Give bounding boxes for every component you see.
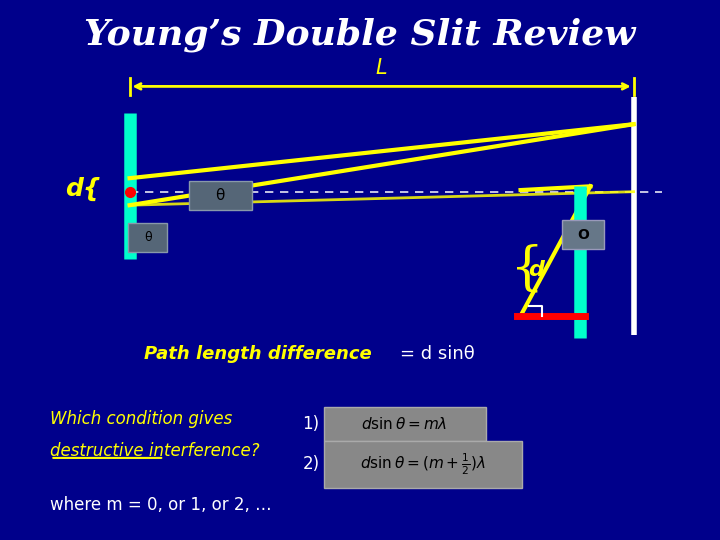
Text: O: O bbox=[577, 228, 589, 242]
FancyBboxPatch shape bbox=[189, 181, 252, 210]
Text: $d\sin\theta = (m + \frac{1}{2})\lambda$: $d\sin\theta = (m + \frac{1}{2})\lambda$ bbox=[360, 451, 485, 477]
Text: Young’s Double Slit Review: Young’s Double Slit Review bbox=[84, 18, 636, 52]
Text: }: } bbox=[498, 240, 531, 291]
FancyBboxPatch shape bbox=[128, 223, 167, 252]
Text: d: d bbox=[528, 260, 544, 280]
Text: Which condition gives: Which condition gives bbox=[50, 409, 233, 428]
Text: 1): 1) bbox=[302, 415, 320, 433]
Text: = d sinθ: = d sinθ bbox=[400, 345, 474, 363]
Text: destructive interference?: destructive interference? bbox=[50, 442, 260, 460]
Text: d{: d{ bbox=[65, 177, 100, 201]
FancyBboxPatch shape bbox=[324, 407, 486, 441]
Text: 2): 2) bbox=[302, 455, 320, 474]
Text: θ: θ bbox=[144, 231, 151, 244]
Text: L: L bbox=[376, 58, 387, 78]
Text: where m = 0, or 1, or 2, …: where m = 0, or 1, or 2, … bbox=[50, 496, 272, 514]
FancyBboxPatch shape bbox=[324, 441, 522, 488]
FancyBboxPatch shape bbox=[562, 220, 604, 249]
Text: Path length difference: Path length difference bbox=[144, 345, 372, 363]
Text: θ: θ bbox=[215, 188, 225, 203]
Text: $d\sin\theta = m\lambda$: $d\sin\theta = m\lambda$ bbox=[361, 416, 448, 432]
